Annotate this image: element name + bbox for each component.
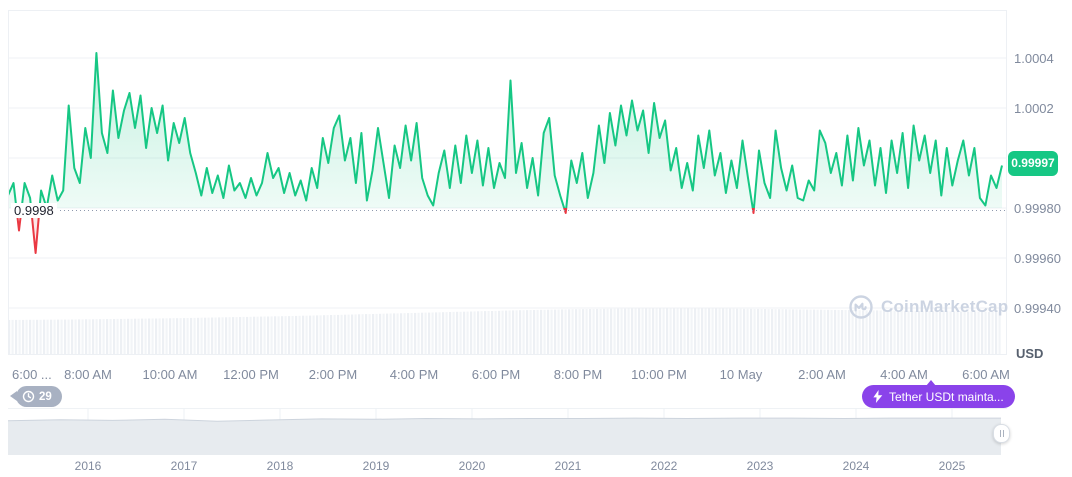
year-label: 2021: [554, 459, 582, 473]
year-label: 2018: [266, 459, 294, 473]
y-axis-tick-label: 1.0004: [1014, 51, 1054, 66]
x-axis-label: 2:00 AM: [798, 367, 846, 382]
current-price-badge: 0.99997: [1008, 151, 1058, 176]
event-badge-label: Tether USDt mainta...: [889, 389, 1004, 404]
x-axis-label: 6:00 ...: [12, 367, 52, 382]
price-chart-plot[interactable]: [8, 10, 1007, 355]
x-axis-label: 4:00 PM: [389, 367, 439, 382]
x-axis-label: 6:00 AM: [962, 367, 1010, 382]
watermark-text: CoinMarketCap: [881, 297, 1009, 316]
annotation-count-badge[interactable]: 29: [10, 386, 62, 407]
y-axis-tick-label: 0.99940: [1014, 301, 1061, 316]
x-axis-label: 10 May: [719, 367, 763, 382]
year-label: 2020: [458, 459, 486, 473]
x-axis-label: 10:00 AM: [142, 367, 198, 382]
x-axis-label: 8:00 PM: [553, 367, 603, 382]
clock-icon: [22, 390, 35, 403]
range-navigator[interactable]: [8, 408, 1007, 455]
year-label: 2025: [938, 459, 966, 473]
x-axis-label: 8:00 AM: [64, 367, 112, 382]
y-axis-tick-label: 0.99980: [1014, 201, 1061, 216]
y-axis-tick-label: 0.99960: [1014, 251, 1061, 266]
previous-close-label: 0.9998: [11, 203, 57, 218]
coinmarketcap-logo-icon: [848, 294, 874, 320]
year-label: 2019: [362, 459, 390, 473]
y-axis-tick-label: 1.0002: [1014, 101, 1054, 116]
navigator-handle[interactable]: [993, 424, 1010, 443]
year-label: 2016: [74, 459, 102, 473]
annotation-count-label: 29: [39, 390, 52, 403]
event-badge[interactable]: Tether USDt mainta...: [862, 380, 1015, 408]
year-label: 2017: [170, 459, 198, 473]
x-axis-label: 12:00 PM: [223, 367, 279, 382]
x-axis-label: 10:00 PM: [631, 367, 687, 382]
coinmarketcap-watermark: CoinMarketCap: [848, 294, 1008, 320]
x-axis-label: 6:00 PM: [471, 367, 521, 382]
x-axis-label: 4:00 AM: [880, 367, 928, 382]
year-label: 2024: [842, 459, 870, 473]
lightning-icon: [873, 390, 883, 403]
x-axis-label: 2:00 PM: [308, 367, 358, 382]
year-label: 2022: [650, 459, 678, 473]
currency-unit-label: USD: [1016, 346, 1044, 361]
year-label: 2023: [746, 459, 774, 473]
